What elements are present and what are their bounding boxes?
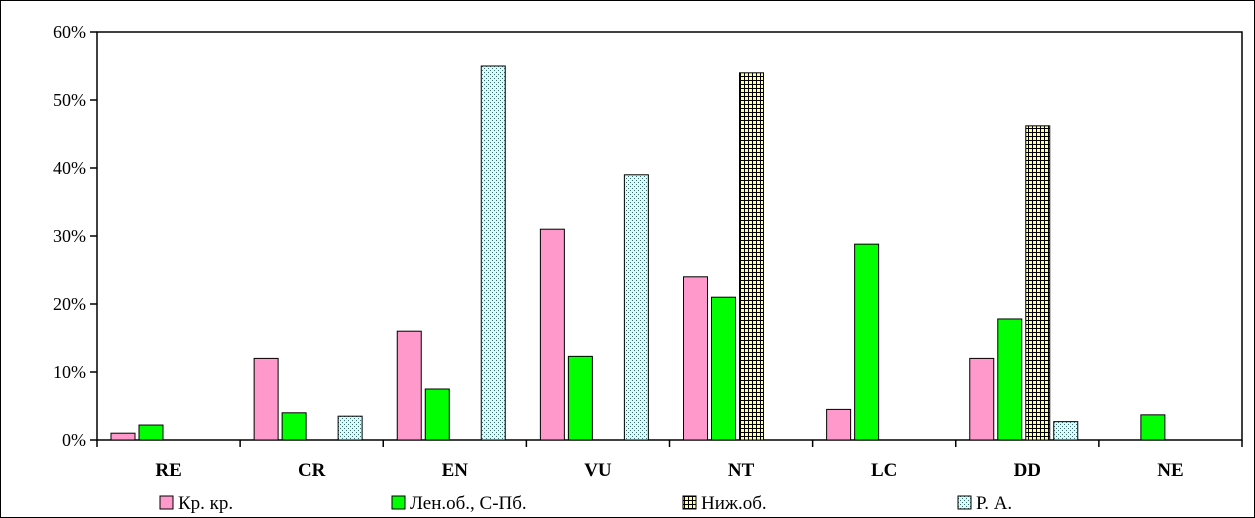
x-tick-label: EN — [442, 460, 469, 481]
bar-re-series-2 — [138, 424, 164, 441]
bar-vu-series-4 — [623, 174, 649, 441]
legend-swatch — [682, 495, 697, 510]
y-tick-label: 40% — [53, 158, 86, 178]
bar-dd-series-3 — [1025, 125, 1051, 441]
legend: Кр. кр. Лен.об., С-Пб. Ниж.об. Р. А. — [159, 493, 1012, 514]
legend-label: Кр. кр. — [178, 493, 233, 514]
bar-re-series-1 — [110, 432, 136, 441]
x-tick-label: LC — [871, 460, 897, 481]
bar-dd-series-4 — [1053, 421, 1079, 441]
y-tick-label: 30% — [53, 226, 86, 246]
y-axis-ticks: 0% 10% 20% 30% 40% 50% 60% — [53, 22, 97, 450]
bar-nt-series-2 — [711, 296, 736, 441]
bar-dd-series-1 — [969, 357, 995, 441]
bar-vu-series-2 — [567, 355, 593, 441]
legend-label: Ниж.об. — [701, 493, 767, 514]
bar-cr-series-1 — [253, 357, 279, 441]
legend-label: Р. А. — [976, 493, 1012, 514]
bar-dd-series-2 — [997, 318, 1023, 441]
bar-en-series-2 — [424, 388, 450, 441]
x-tick-label: NE — [1157, 460, 1183, 481]
y-tick-label: 20% — [53, 294, 86, 314]
bar-nt-series-1 — [683, 276, 708, 441]
x-axis-labels: RE CR EN VU NT LC DD NE — [96, 440, 1243, 481]
bar-en-series-1 — [396, 330, 422, 441]
y-tick-label: 0% — [62, 430, 86, 450]
legend-swatch — [391, 495, 406, 510]
bars — [110, 65, 1166, 441]
legend-swatch — [957, 495, 972, 510]
bar-vu-series-1 — [539, 228, 565, 441]
x-tick-label: DD — [1014, 460, 1041, 481]
bar-en-series-4 — [480, 65, 506, 441]
bar-lc-series-2 — [854, 243, 880, 441]
legend-swatch — [159, 495, 174, 510]
legend-label: Лен.об., С-Пб. — [410, 493, 527, 514]
x-tick-label: VU — [584, 460, 612, 481]
y-tick-label: 50% — [53, 90, 86, 110]
bar-lc-series-1 — [826, 408, 852, 441]
bar-cr-series-2 — [281, 412, 307, 441]
x-tick-label: NT — [728, 460, 755, 481]
y-tick-label: 10% — [53, 362, 86, 382]
bar-nt-series-3 — [739, 72, 764, 441]
x-tick-label: CR — [298, 460, 326, 481]
y-tick-label: 60% — [53, 22, 86, 42]
bar-ne-series-2 — [1140, 414, 1166, 441]
bar-cr-series-4 — [337, 415, 363, 441]
x-tick-label: RE — [155, 460, 181, 481]
